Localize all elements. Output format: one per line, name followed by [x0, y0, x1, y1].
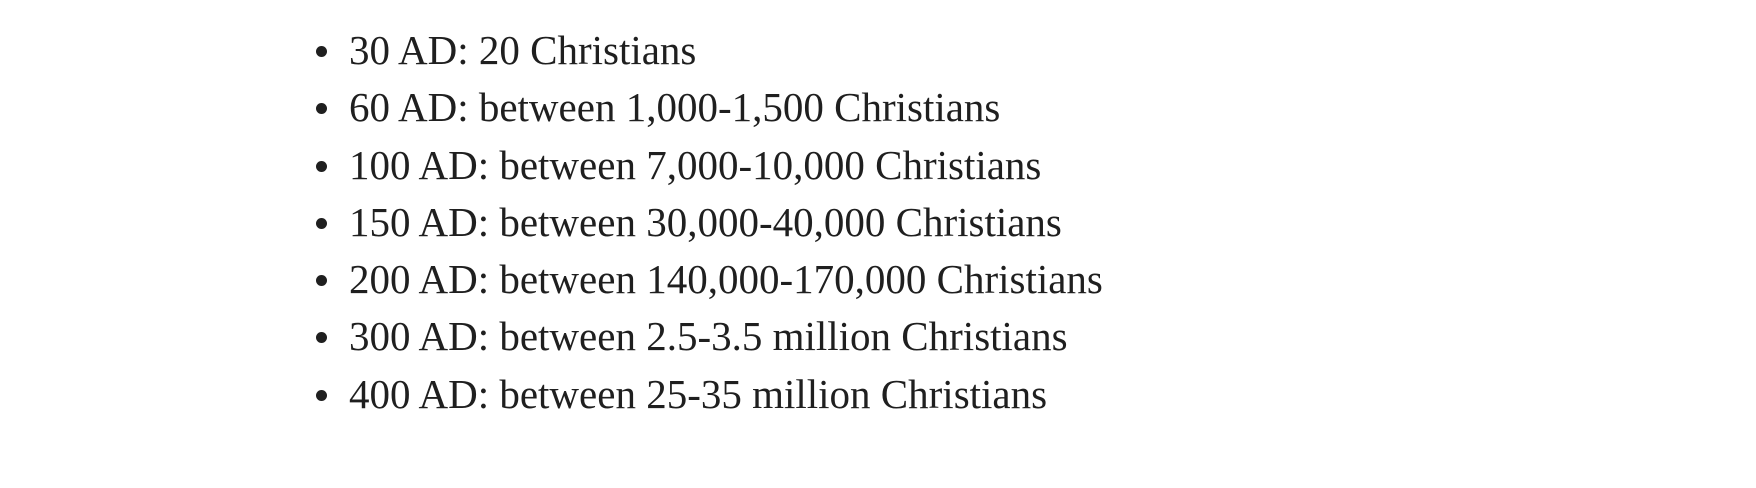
list-item: 30 AD: 20 Christians [316, 22, 1103, 79]
list-item: 200 AD: between 140,000-170,000 Christia… [316, 251, 1103, 308]
list-item: 400 AD: between 25-35 million Christians [316, 366, 1103, 423]
list-item: 60 AD: between 1,000-1,500 Christians [316, 79, 1103, 136]
list-item: 150 AD: between 30,000-40,000 Christians [316, 194, 1103, 251]
list-item: 100 AD: between 7,000-10,000 Christians [316, 137, 1103, 194]
list-item: 300 AD: between 2.5-3.5 million Christia… [316, 308, 1103, 365]
bullet-list: 30 AD: 20 Christians 60 AD: between 1,000… [316, 22, 1103, 423]
